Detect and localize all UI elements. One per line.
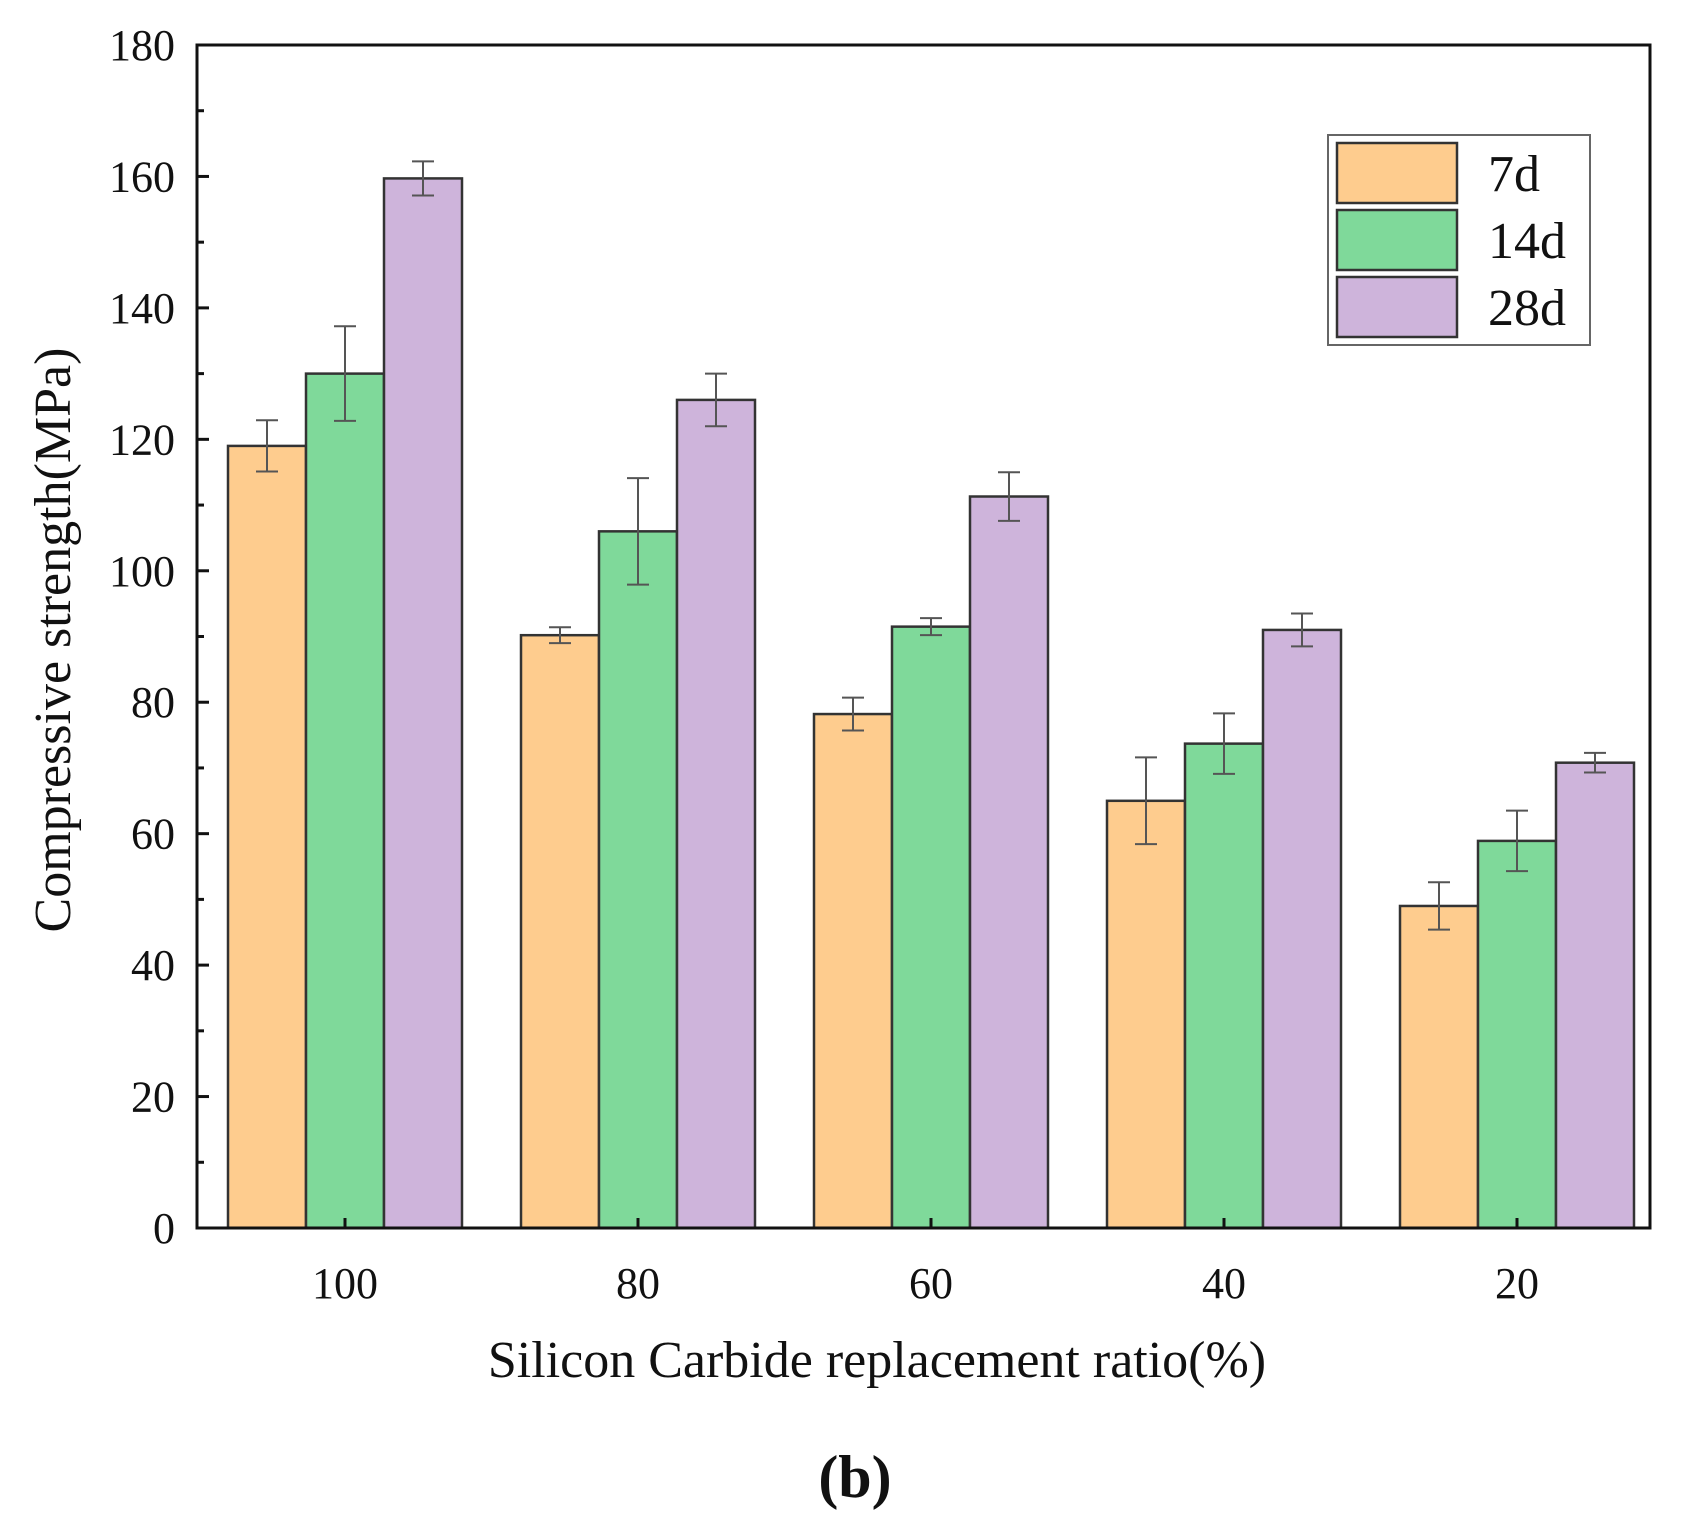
x-axis-title: Silicon Carbide replacement ratio(%)	[488, 1332, 1266, 1389]
error-bar-14d-80	[627, 477, 649, 586]
error-bar-28d-100	[412, 160, 434, 197]
bar-14d-40	[1183, 742, 1265, 1230]
bar-14d-60	[890, 625, 972, 1230]
error-bar-14d-100	[334, 325, 356, 422]
y-tick-label-60: 60	[131, 810, 175, 859]
error-bar-14d-40	[1213, 712, 1235, 775]
x-tick-label-80: 80	[616, 1259, 660, 1308]
legend-label-14d: 14d	[1488, 213, 1566, 270]
y-tick-label-100: 100	[109, 547, 175, 596]
error-bar-7d-80	[549, 626, 571, 645]
error-bar-14d-20	[1506, 809, 1528, 873]
y-tick-label-40: 40	[131, 941, 175, 990]
x-tick-label-60: 60	[909, 1259, 953, 1308]
y-tick-label-180: 180	[109, 21, 175, 70]
bar-28d-40	[1261, 628, 1343, 1230]
x-tick-label-100: 100	[312, 1259, 378, 1308]
y-tick-label-0: 0	[153, 1204, 175, 1253]
bar-28d-60	[968, 495, 1050, 1230]
error-bar-28d-40	[1291, 612, 1313, 648]
y-tick-label-20: 20	[131, 1073, 175, 1122]
error-bar-28d-20	[1584, 751, 1606, 774]
bar-14d-80	[597, 530, 679, 1230]
bar-28d-100	[382, 177, 464, 1230]
bar-7d-40	[1105, 799, 1187, 1230]
y-axis-title: Compressive strength(MPa)	[25, 348, 82, 933]
bar-28d-20	[1554, 761, 1636, 1230]
bar-28d-80	[675, 398, 757, 1230]
error-bars-layer	[256, 160, 1606, 931]
error-bar-14d-60	[920, 617, 942, 637]
legend-swatch-7d	[1335, 141, 1459, 205]
x-tick-label-40: 40	[1202, 1259, 1246, 1308]
bar-7d-100	[226, 444, 308, 1230]
axes-layer: 0 20 40 60 80 100 120 140 160 180 100 80 60 40 20	[109, 21, 1652, 1308]
legend-swatch-14d	[1335, 208, 1459, 272]
error-bar-28d-60	[998, 471, 1020, 522]
bar-7d-80	[519, 633, 601, 1230]
y-tick-label-140: 140	[109, 284, 175, 333]
legend-label-7d: 7d	[1488, 146, 1540, 203]
bar-7d-20	[1398, 904, 1480, 1230]
bar-7d-60	[812, 712, 894, 1230]
legend: 7d 14d 28d	[1327, 134, 1591, 346]
error-bar-7d-40	[1135, 756, 1157, 846]
legend-label-28d: 28d	[1488, 280, 1566, 337]
y-tick-label-80: 80	[131, 678, 175, 727]
error-bar-7d-100	[256, 419, 278, 473]
y-tick-label-160: 160	[109, 152, 175, 201]
y-tick-label-120: 120	[109, 415, 175, 464]
bar-14d-100	[304, 372, 386, 1230]
error-bar-28d-80	[705, 372, 727, 428]
legend-swatch-28d	[1335, 275, 1459, 339]
panel-label: (b)	[818, 1444, 891, 1510]
bar-14d-20	[1476, 839, 1558, 1230]
error-bar-7d-60	[842, 696, 864, 732]
x-tick-label-20: 20	[1495, 1259, 1539, 1308]
error-bar-7d-20	[1428, 881, 1450, 931]
